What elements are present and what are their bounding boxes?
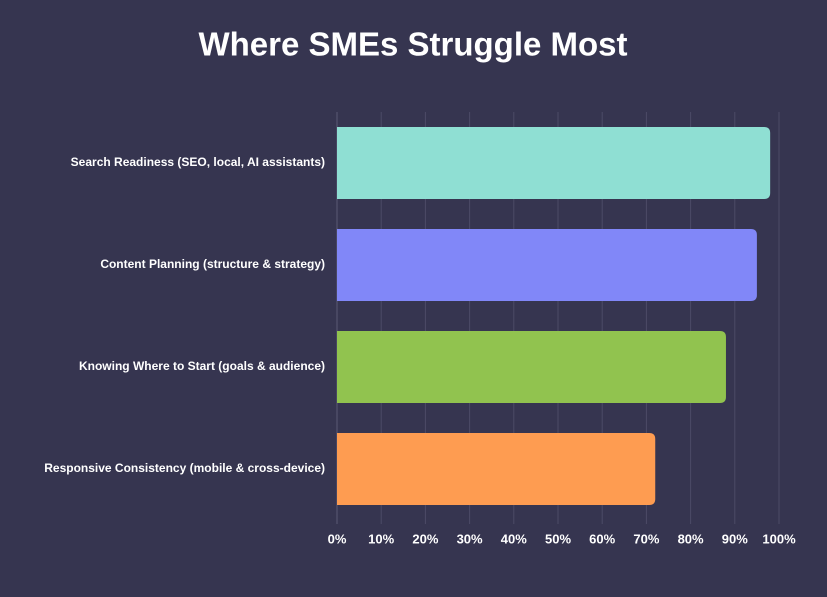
bar	[337, 331, 726, 403]
x-tick-label: 40%	[501, 531, 527, 546]
x-tick-label: 70%	[633, 531, 659, 546]
bar	[337, 433, 656, 505]
x-tick-label: 100%	[762, 531, 796, 546]
x-tick-label: 10%	[368, 531, 394, 546]
x-tick-label: 20%	[412, 531, 438, 546]
y-tick-label: Content Planning (structure & strategy)	[100, 257, 325, 271]
chart-title: Where SMEs Struggle Most	[198, 26, 627, 63]
x-tick-label: 90%	[722, 531, 748, 546]
x-tick-label: 50%	[545, 531, 571, 546]
y-tick-label: Search Readiness (SEO, local, AI assista…	[71, 155, 325, 169]
x-tick-label: 80%	[678, 531, 704, 546]
bar	[337, 127, 771, 199]
bar	[337, 229, 757, 301]
y-tick-label: Responsive Consistency (mobile & cross-d…	[44, 461, 325, 475]
y-tick-label: Knowing Where to Start (goals & audience…	[79, 359, 325, 373]
x-tick-label: 0%	[328, 531, 347, 546]
x-tick-label: 60%	[589, 531, 615, 546]
x-tick-label: 30%	[457, 531, 483, 546]
